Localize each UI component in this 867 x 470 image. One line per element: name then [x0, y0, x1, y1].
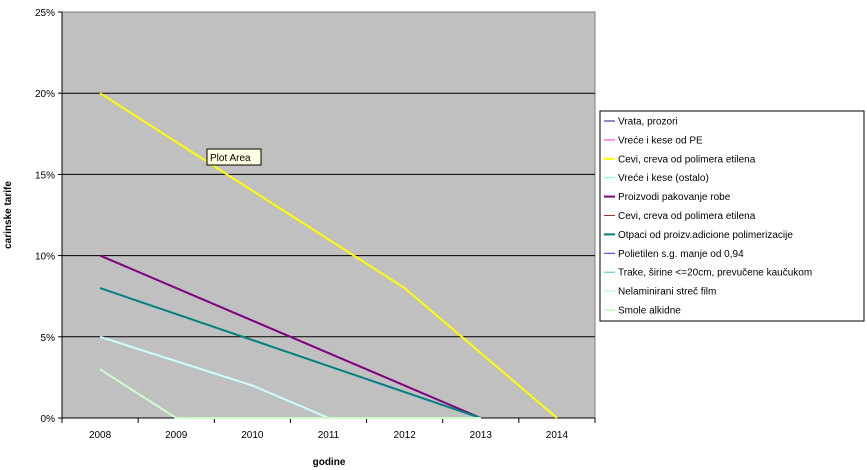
legend-entry[interactable]: Polietilen s.g. manje od 0,94 — [604, 249, 744, 260]
legend-entry[interactable]: Otpaci od proizv.adicione polimerizacije — [604, 230, 793, 241]
legend-entry[interactable]: Cevi, creva od polimera etilena — [604, 211, 756, 222]
legend-entry[interactable]: Trake, širine <=20cm, prevučene kaučukom — [604, 268, 812, 279]
x-axis: 2008 2009 2010 2011 2012 2013 2014 — [61, 417, 596, 441]
x-axis-title: godine — [313, 457, 346, 468]
series-lines — [99, 92, 558, 419]
y-tick-label: 25% — [35, 8, 55, 19]
legend-box — [599, 110, 865, 322]
legend-entry[interactable]: Cevi, creva od polimera etilena — [604, 154, 756, 165]
plot-area-tooltip: Plot Area — [206, 148, 262, 166]
series-line-4[interactable] — [99, 254, 482, 419]
y-tick-label: 10% — [35, 252, 55, 263]
x-tick-label: 2012 — [394, 430, 417, 441]
legend-label: Vreće i kese (ostalo) — [618, 173, 709, 184]
legend-entry[interactable]: Vreće i kese od PE — [604, 135, 703, 146]
y-tick-label: 5% — [41, 333, 56, 344]
y-tick-label: 0% — [41, 414, 56, 425]
legend-label: Proizvodi pakovanje robe — [618, 192, 731, 203]
legend-entry[interactable]: Smole alkidne — [604, 306, 681, 317]
legend-label: Smole alkidne — [618, 306, 681, 317]
legend-entry[interactable]: Vrata, prozori — [604, 117, 678, 128]
x-tick-label: 2008 — [89, 430, 112, 441]
legend-label: Vreće i kese od PE — [618, 135, 703, 146]
legend[interactable]: Vrata, prozori Vreće i kese od PE Cevi, cr… — [599, 110, 865, 322]
legend-entry[interactable]: Nelaminirani streč film — [604, 287, 716, 298]
legend-entry[interactable]: Vreće i kese (ostalo) — [604, 173, 709, 184]
series-line-10[interactable] — [99, 368, 481, 419]
y-axis: 0% 5% 10% 15% 20% 25% — [35, 8, 63, 425]
y-axis-title: carinske tarife — [3, 181, 14, 249]
legend-label: Cevi, creva od polimera etilena — [618, 154, 756, 165]
legend-label: Otpaci od proizv.adicione polimerizacije — [618, 230, 793, 241]
tooltip-text: Plot Area — [210, 153, 251, 164]
legend-label: Nelaminirani streč film — [618, 287, 716, 298]
x-tick-label: 2013 — [470, 430, 493, 441]
x-tick-label: 2009 — [165, 430, 188, 441]
legend-label: Trake, širine <=20cm, prevučene kaučukom — [618, 268, 812, 279]
legend-label: Vrata, prozori — [618, 117, 678, 128]
legend-entry[interactable]: Proizvodi pakovanje robe — [604, 192, 731, 203]
plot-area[interactable] — [61, 11, 596, 419]
x-tick-label: 2014 — [546, 430, 569, 441]
legend-label: Cevi, creva od polimera etilena — [618, 211, 756, 222]
series-line-6[interactable] — [99, 287, 482, 419]
legend-label: Polietilen s.g. manje od 0,94 — [618, 249, 744, 260]
y-tick-label: 20% — [35, 89, 55, 100]
gridlines — [62, 92, 595, 338]
y-tick-label: 15% — [35, 170, 55, 181]
x-tick-label: 2011 — [318, 430, 340, 441]
series-line-2[interactable] — [99, 92, 558, 419]
x-tick-label: 2010 — [241, 430, 264, 441]
